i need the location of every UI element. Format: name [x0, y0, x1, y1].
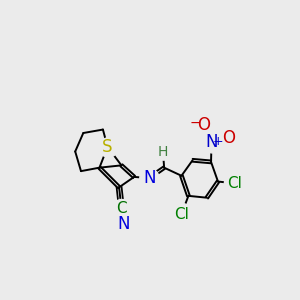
- Text: N: N: [143, 169, 155, 187]
- Text: N: N: [117, 215, 130, 233]
- Text: Cl: Cl: [174, 207, 189, 222]
- Text: Cl: Cl: [227, 176, 242, 191]
- Text: +: +: [213, 135, 224, 148]
- Text: O: O: [197, 116, 210, 134]
- Text: N: N: [205, 133, 218, 151]
- Text: O: O: [223, 129, 236, 147]
- Text: −: −: [189, 116, 201, 129]
- Text: H: H: [158, 145, 168, 159]
- Text: C: C: [116, 201, 127, 216]
- Text: S: S: [102, 138, 113, 156]
